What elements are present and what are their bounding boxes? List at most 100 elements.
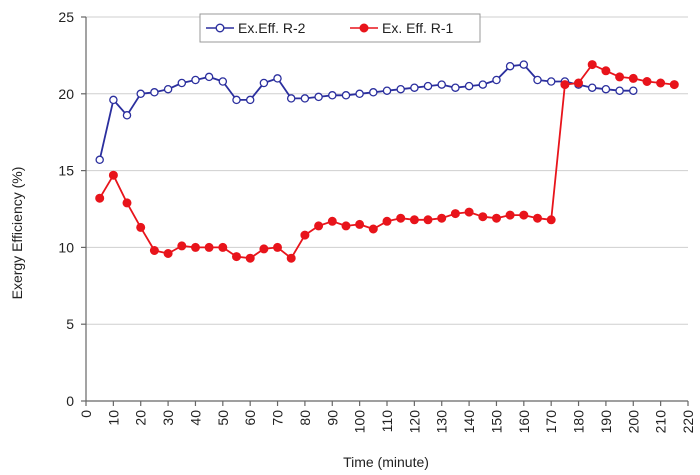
legend-label-r-1: Ex. Eff. R-1: [382, 20, 454, 36]
data-point: [382, 216, 392, 226]
y-tick-label: 5: [66, 316, 74, 332]
data-point: [300, 94, 310, 103]
data-point: [478, 80, 488, 89]
data-point: [409, 215, 419, 225]
data-point: [533, 75, 542, 85]
data-point: [615, 72, 625, 82]
gridlines: [86, 16, 688, 325]
y-tick-label: 0: [66, 393, 74, 409]
data-point: [108, 170, 118, 180]
axes: [85, 17, 688, 402]
x-axis-ticks: 0 10 20 30 40 50 60 70 80 90 100 110 120 130 140 150 160…: [78, 401, 696, 433]
data-point: [314, 92, 323, 102]
y-tick-label: 15: [58, 163, 74, 179]
data-point: [273, 74, 282, 83]
x-tick-label: 150: [488, 410, 504, 434]
x-tick-label: 70: [270, 410, 286, 426]
x-tick-label: 10: [105, 410, 121, 426]
data-point: [232, 95, 241, 105]
data-point: [163, 249, 173, 258]
data-point: [355, 89, 364, 99]
data-point: [519, 210, 529, 220]
data-point: [519, 60, 529, 69]
x-tick-label: 50: [215, 410, 231, 426]
data-point: [341, 91, 351, 100]
data-point: [328, 91, 337, 100]
data-point: [355, 219, 365, 229]
data-point: [629, 86, 638, 95]
y-tick-label: 10: [58, 239, 74, 255]
data-point: [437, 80, 446, 89]
x-tick-label: 200: [625, 410, 641, 434]
x-axis-title: Time (minute): [343, 454, 429, 470]
data-point: [505, 210, 515, 220]
x-tick-label: 40: [187, 410, 203, 426]
data-point: [122, 198, 132, 208]
data-point: [314, 221, 324, 231]
data-point: [245, 253, 255, 263]
x-tick-label: 0: [78, 410, 94, 418]
data-point: [464, 81, 474, 91]
data-point: [204, 242, 214, 252]
data-point: [492, 75, 501, 85]
x-tick-label: 140: [461, 410, 477, 434]
legend-label-r-2: Ex.Eff. R-2: [238, 20, 306, 36]
data-point: [300, 230, 310, 240]
data-point: [478, 212, 488, 222]
data-point: [218, 242, 228, 252]
y-axis-ticks: 0 5 10 15 20 25: [58, 9, 86, 409]
data-point: [341, 221, 351, 231]
data-point: [450, 209, 460, 219]
data-point: [245, 95, 255, 105]
series-layer: [95, 60, 679, 263]
data-point: [492, 213, 501, 223]
y-tick-label: 20: [58, 86, 74, 102]
y-axis-title: Exergy Efficiency (%): [9, 167, 25, 300]
data-point: [273, 242, 282, 252]
data-point: [122, 111, 132, 120]
legend-entry-ex-eff-r-1: Ex. Eff. R-1: [350, 20, 454, 36]
data-point: [423, 215, 433, 225]
x-tick-label: 90: [324, 410, 340, 426]
data-point: [382, 86, 392, 95]
data-point: [218, 77, 228, 86]
x-tick-label: 130: [434, 410, 450, 434]
x-tick-label: 30: [160, 410, 176, 426]
x-tick-label: 210: [653, 410, 669, 434]
data-point: [669, 80, 679, 90]
data-point: [587, 60, 597, 70]
data-point: [560, 80, 570, 90]
data-point: [574, 78, 583, 88]
legend-swatch-marker-r-2: [215, 23, 225, 33]
data-point: [396, 213, 406, 223]
x-tick-label: 160: [516, 410, 532, 434]
x-tick-label: 180: [571, 410, 587, 434]
series-line: [98, 63, 634, 161]
x-tick-label: 80: [297, 410, 313, 426]
data-point: [327, 216, 337, 226]
data-point: [628, 73, 638, 83]
data-point: [95, 155, 104, 165]
x-tick-label: 60: [242, 410, 258, 426]
data-point: [601, 84, 611, 94]
data-point: [546, 215, 556, 225]
data-point: [437, 213, 447, 223]
data-point: [642, 77, 652, 86]
data-point: [191, 75, 200, 85]
data-point: [286, 253, 296, 263]
series-ex-eff-r-1: [95, 60, 679, 263]
data-point: [451, 83, 460, 92]
data-point: [136, 89, 145, 99]
data-point: [464, 207, 474, 217]
data-point: [95, 193, 105, 203]
data-point: [232, 252, 241, 262]
data-point: [396, 84, 405, 94]
data-point: [533, 213, 542, 223]
data-point: [656, 78, 666, 88]
x-tick-label: 110: [379, 410, 395, 433]
data-point: [150, 88, 159, 97]
x-tick-label: 100: [352, 410, 368, 434]
data-point: [368, 224, 378, 234]
x-tick-label: 220: [680, 410, 696, 434]
data-point: [204, 72, 214, 82]
